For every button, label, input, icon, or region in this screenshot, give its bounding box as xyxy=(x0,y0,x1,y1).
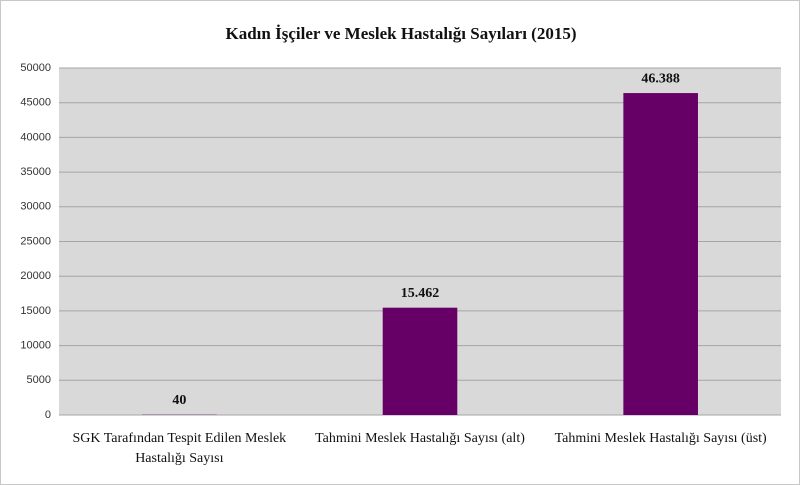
value-label: 46.388 xyxy=(641,71,680,86)
y-tick-label: 50000 xyxy=(20,62,51,74)
value-label: 40 xyxy=(172,393,186,408)
y-tick-label: 35000 xyxy=(20,166,51,178)
x-tick-label: Tahmini Meslek Hastalığı Sayısı (üst) xyxy=(554,431,767,446)
y-tick-label: 40000 xyxy=(20,131,51,143)
y-tick-label: 15000 xyxy=(20,305,51,317)
y-tick-label: 25000 xyxy=(20,235,51,247)
y-tick-label: 10000 xyxy=(20,340,51,352)
y-tick-label: 0 xyxy=(45,409,51,421)
x-tick-label: Tahmini Meslek Hastalığı Sayısı (alt) xyxy=(315,431,525,446)
x-tick-label: SGK Tarafından Tespit Edilen Meslek Hast… xyxy=(72,431,287,466)
bar xyxy=(623,93,698,415)
y-tick-label: 45000 xyxy=(20,97,51,109)
value-label: 15.462 xyxy=(401,286,440,301)
y-tick-label: 5000 xyxy=(27,374,51,386)
bar xyxy=(382,307,458,415)
y-tick-label: 20000 xyxy=(20,270,51,282)
chart-title: Kadın İşçiler ve Meslek Hastalığı Sayıla… xyxy=(226,24,577,43)
y-tick-label: 30000 xyxy=(20,201,51,213)
